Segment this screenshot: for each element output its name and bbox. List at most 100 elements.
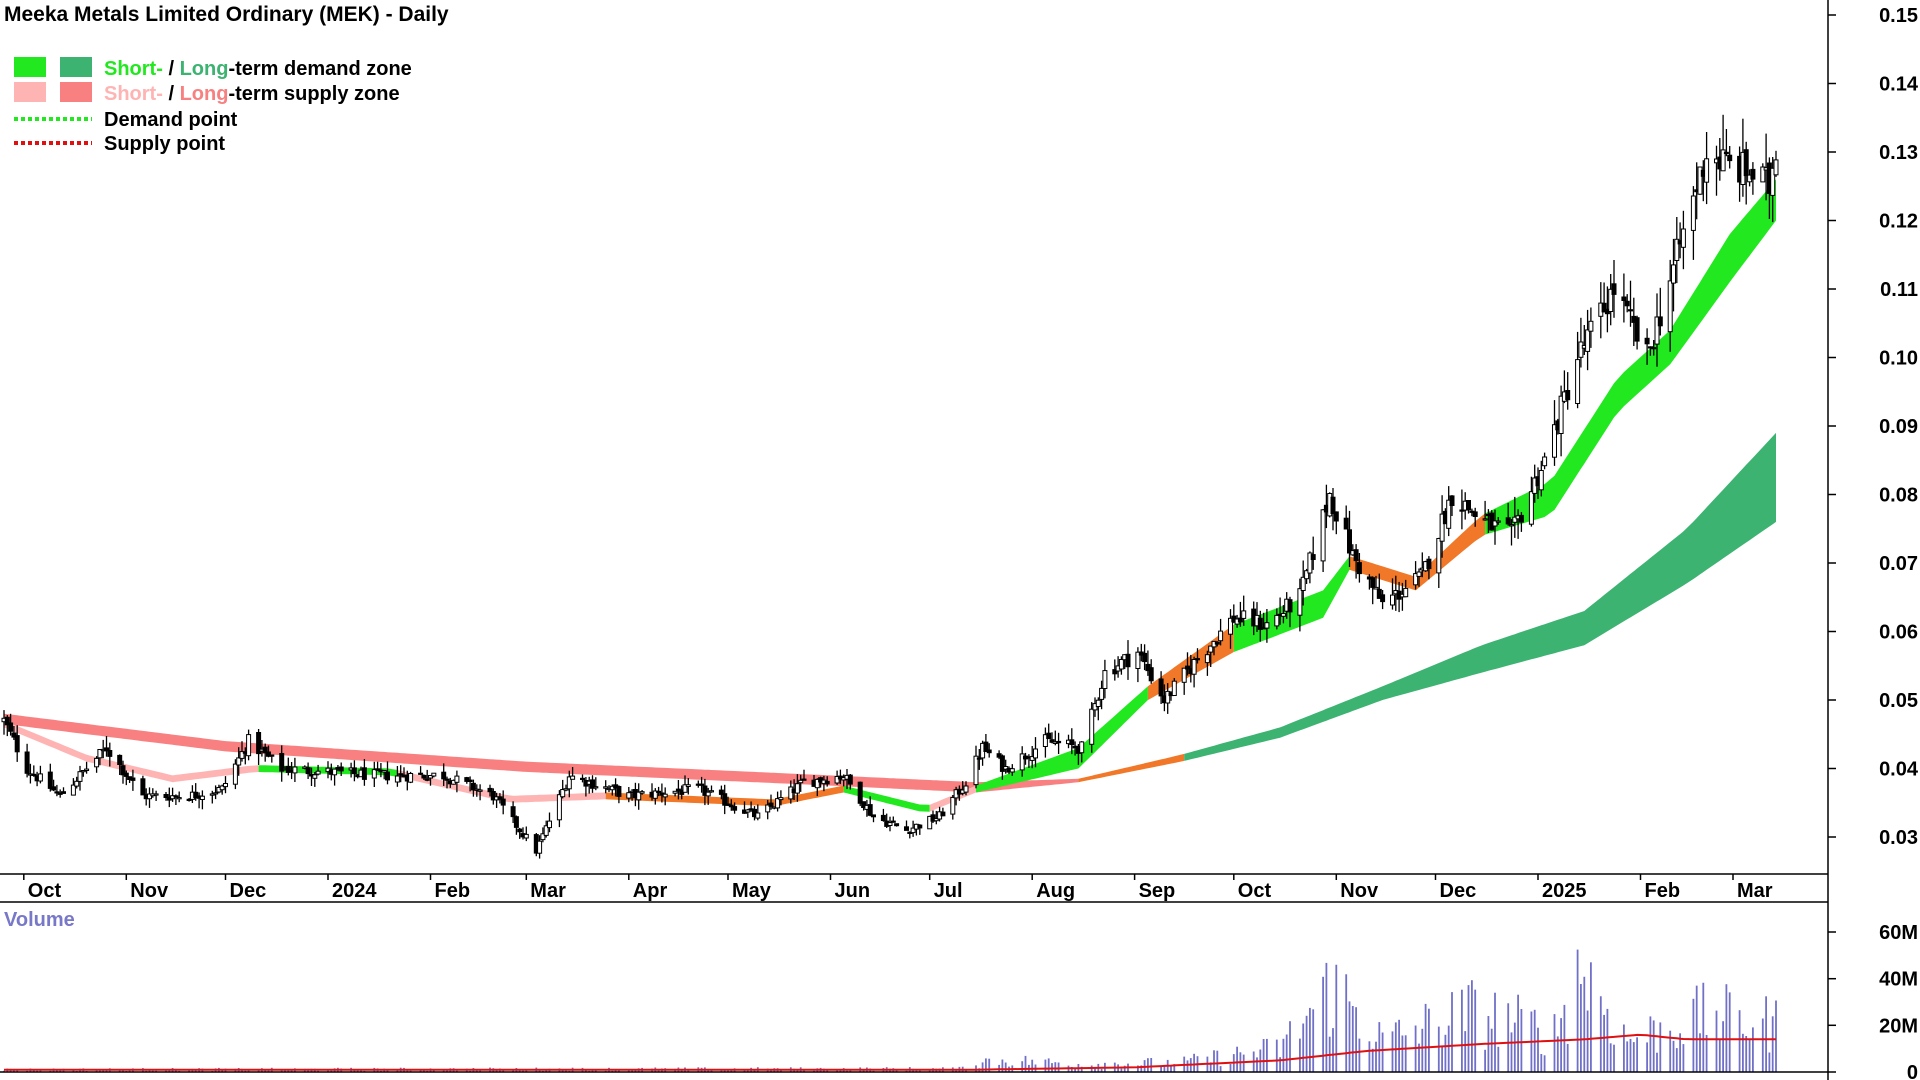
candle xyxy=(1743,141,1749,205)
candle xyxy=(1704,132,1710,205)
candle xyxy=(904,820,909,831)
candle xyxy=(232,759,238,790)
candle xyxy=(1472,507,1478,527)
candle xyxy=(1029,746,1035,769)
candle xyxy=(246,729,252,761)
candle xyxy=(1264,609,1270,643)
candle xyxy=(70,778,76,796)
candle xyxy=(1552,400,1557,466)
candle xyxy=(332,768,338,786)
candle xyxy=(834,770,840,785)
date-tick-label: Oct xyxy=(1238,880,1272,902)
candle xyxy=(236,747,242,776)
candle xyxy=(794,774,800,802)
price-tick-label: 0.14 xyxy=(1879,74,1919,96)
candle xyxy=(1565,372,1571,410)
candle xyxy=(1426,556,1432,580)
candle xyxy=(910,820,916,837)
candle xyxy=(1204,650,1210,676)
volume-label: Volume xyxy=(4,909,75,931)
candle xyxy=(1142,644,1148,671)
candle xyxy=(963,781,969,796)
candle xyxy=(193,783,199,801)
candle xyxy=(616,785,622,804)
long-term-zone-segment-2 xyxy=(1184,432,1776,761)
candle xyxy=(1403,579,1409,598)
candle xyxy=(861,801,867,811)
candle xyxy=(1697,166,1703,195)
short-term-zone-segment-0 xyxy=(4,720,259,783)
candle xyxy=(662,787,668,806)
candle xyxy=(74,776,80,789)
candle xyxy=(510,801,516,823)
candle xyxy=(147,787,152,808)
candle xyxy=(880,808,886,822)
volume-axis: 0 20M 40M 60M xyxy=(1828,922,1918,1080)
candle xyxy=(871,814,876,823)
candle xyxy=(1495,517,1501,525)
price-tick-label: 0.11 xyxy=(1880,279,1918,301)
candle xyxy=(266,745,271,758)
date-tick-label: 2025 xyxy=(1542,880,1587,902)
candle xyxy=(590,775,595,793)
price-candles xyxy=(1,114,1779,859)
candle xyxy=(1095,697,1101,721)
candle xyxy=(173,794,179,805)
candle xyxy=(537,835,543,859)
date-tick-label: Mar xyxy=(1737,880,1773,902)
candle xyxy=(1380,590,1386,610)
candle xyxy=(768,794,774,810)
date-tick-label: May xyxy=(732,880,772,902)
legend-swatch-long-supply xyxy=(60,82,92,102)
candle xyxy=(1049,732,1055,744)
date-tick-label: Apr xyxy=(633,880,668,902)
candle xyxy=(37,765,43,784)
candle xyxy=(1690,186,1696,260)
short-term-zone-segment-4 xyxy=(843,785,930,812)
candle xyxy=(223,776,228,794)
candle xyxy=(1280,605,1286,624)
candle xyxy=(8,713,14,736)
candle xyxy=(1089,702,1095,753)
candle xyxy=(1727,146,1733,169)
legend-supply-point-label: Supply point xyxy=(104,133,225,155)
legend-demand-point-label: Demand point xyxy=(104,109,238,131)
candle xyxy=(1538,460,1544,497)
candle xyxy=(566,770,572,798)
candle xyxy=(163,792,169,801)
candle xyxy=(1148,659,1154,684)
price-axis: 0.03 0.04 0.05 0.06 0.07 0.08 0.09 0.10 0.11 0.12… xyxy=(1828,5,1919,849)
candle xyxy=(1492,509,1498,545)
candle xyxy=(408,771,414,784)
price-tick-label: 0.15 xyxy=(1879,5,1918,27)
candle xyxy=(312,772,318,787)
candle xyxy=(1003,759,1009,774)
candle xyxy=(361,759,367,786)
candle xyxy=(1611,260,1617,318)
candle xyxy=(269,754,275,763)
legend-supply-zone-label: Short- / Long-term supply zone xyxy=(104,83,400,105)
candle xyxy=(500,790,506,815)
candle xyxy=(999,754,1005,780)
candle xyxy=(513,815,519,835)
candle xyxy=(1333,511,1339,535)
candle xyxy=(933,810,939,825)
candle xyxy=(745,808,751,818)
candle xyxy=(976,749,982,770)
candle xyxy=(51,779,57,792)
candle xyxy=(1069,728,1075,755)
candle xyxy=(709,785,714,793)
candle xyxy=(1214,641,1220,647)
candle xyxy=(765,799,771,820)
candle xyxy=(639,790,645,795)
candle xyxy=(1644,328,1650,365)
date-tick-label: Oct xyxy=(28,880,62,902)
candle xyxy=(1310,536,1316,570)
candle xyxy=(490,788,496,805)
candle xyxy=(84,761,90,774)
candle xyxy=(279,745,285,782)
candle xyxy=(1099,680,1105,710)
candle xyxy=(867,796,873,817)
candle xyxy=(814,778,820,797)
